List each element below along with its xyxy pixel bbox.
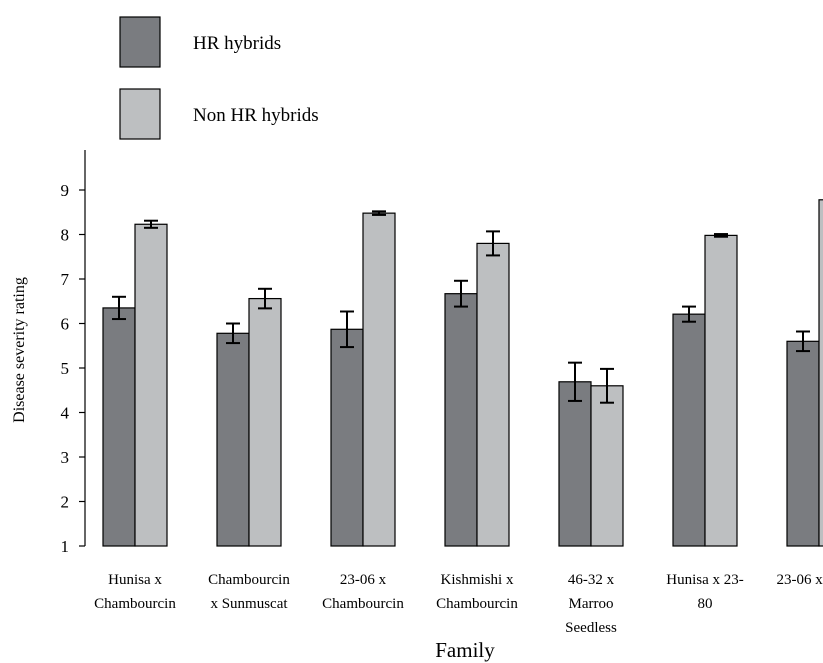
bar <box>787 341 819 546</box>
y-tick-label: 9 <box>61 181 70 200</box>
bar <box>673 314 705 546</box>
y-tick-label: 1 <box>61 537 70 556</box>
y-tick-label: 6 <box>61 315 70 334</box>
x-tick-label: 23-06 x Chambourcin <box>322 572 404 612</box>
bar <box>559 382 591 546</box>
legend-swatch <box>120 17 160 67</box>
y-tick-label: 3 <box>61 448 70 467</box>
bar <box>249 299 281 546</box>
x-tick-label: Hunisa x Chambourcin <box>94 572 176 612</box>
bar <box>477 243 509 546</box>
bar <box>363 213 395 546</box>
bar <box>819 200 823 546</box>
y-tick-label: 2 <box>61 493 70 512</box>
axes: 1 2 3 4 5 6 7 8 9 <box>61 150 86 556</box>
legend-swatch <box>120 89 160 139</box>
y-tick-label: 7 <box>61 270 70 289</box>
x-tick-label: 46-32 x Marroo Seedless <box>565 572 617 636</box>
x-tick-labels: Hunisa x Chambourcin Chambourcin x Sunmusca… <box>94 572 823 636</box>
bar <box>591 386 623 546</box>
legend-label: Non HR hybrids <box>193 105 319 126</box>
bar <box>445 294 477 546</box>
bars <box>103 199 823 546</box>
legend-label: HR hybrids <box>193 33 281 54</box>
bar <box>135 224 167 546</box>
x-tick-label: 23-06 x 23-80 <box>777 572 823 588</box>
x-tick-label: Chambourcin x Sunmuscat <box>208 572 290 612</box>
x-tick-label: Kishmishi x Chambourcin <box>436 572 518 612</box>
x-tick-label: Hunisa x 23-80 <box>666 572 744 612</box>
y-tick-label: 8 <box>61 226 70 245</box>
x-axis-label: Family <box>435 638 495 662</box>
y-tick-label: 5 <box>61 359 70 378</box>
y-tick-label: 4 <box>61 404 70 423</box>
bar <box>217 333 249 546</box>
bar <box>103 308 135 546</box>
bar <box>331 329 363 546</box>
bar <box>705 235 737 546</box>
legend: HR hybrids Non HR hybrids <box>120 17 319 139</box>
y-axis-label: Disease severity rating <box>11 277 28 423</box>
